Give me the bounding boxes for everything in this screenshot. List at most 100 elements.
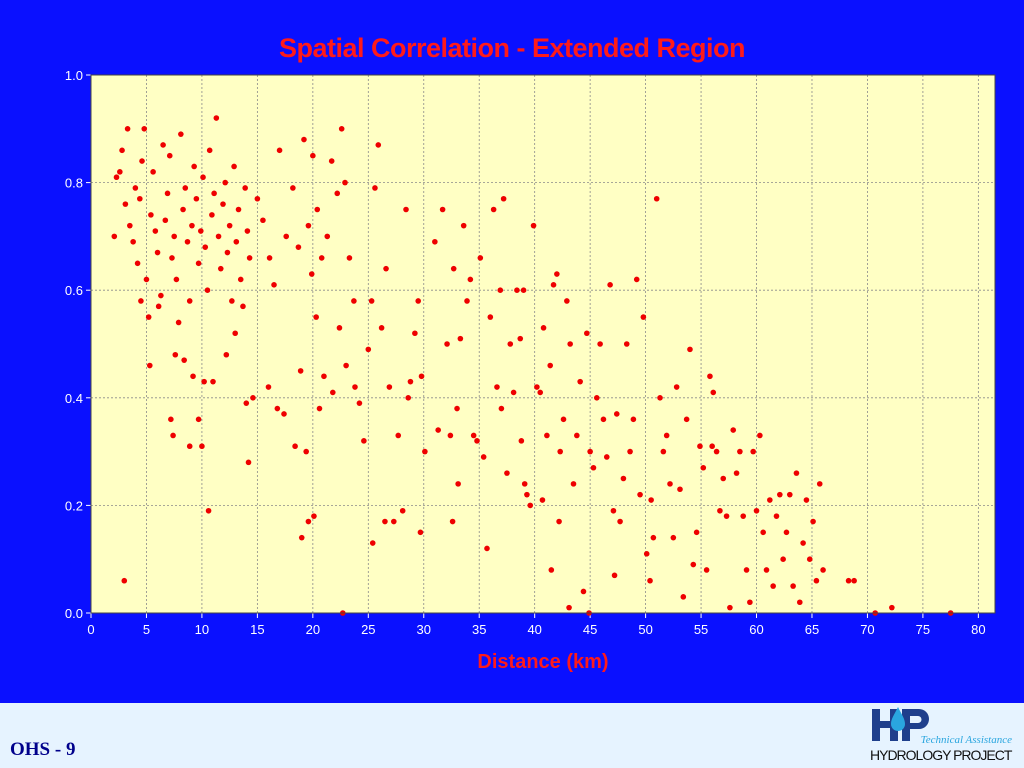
data-point <box>647 577 653 584</box>
data-point <box>477 255 484 261</box>
data-point <box>295 244 302 250</box>
data-point <box>617 518 623 525</box>
data-point <box>127 222 133 229</box>
data-point <box>206 147 213 154</box>
data-point <box>487 314 494 320</box>
data-point <box>205 507 212 514</box>
data-point <box>186 298 193 304</box>
data-point <box>690 561 697 568</box>
data-point <box>590 464 597 471</box>
data-point <box>164 190 171 197</box>
data-point <box>889 604 895 611</box>
data-point <box>361 438 367 444</box>
data-point <box>757 432 763 439</box>
data-point <box>611 572 618 579</box>
data-point <box>667 481 673 487</box>
data-point <box>170 432 176 439</box>
data-point <box>567 341 573 347</box>
data-point <box>534 384 540 390</box>
x-axis-label: Distance (km) <box>477 651 608 673</box>
x-tick-label: 15 <box>250 622 264 637</box>
data-point <box>200 174 206 181</box>
data-point <box>281 411 287 417</box>
data-point <box>820 567 826 573</box>
data-point <box>767 497 773 503</box>
data-point <box>154 249 161 256</box>
data-point <box>663 432 670 439</box>
data-point <box>111 233 118 240</box>
data-point <box>298 534 305 541</box>
data-point <box>318 255 325 261</box>
data-point <box>454 405 460 412</box>
data-point <box>368 298 375 304</box>
data-points <box>111 115 954 616</box>
x-tick-label: 50 <box>638 622 652 637</box>
data-point <box>235 206 242 213</box>
data-point <box>146 362 153 369</box>
data-point <box>173 276 180 283</box>
data-point <box>211 190 217 197</box>
data-point <box>217 265 224 272</box>
y-tick-label: 0.4 <box>65 391 83 406</box>
data-point <box>303 448 309 455</box>
data-point <box>760 529 766 536</box>
data-point <box>189 222 195 229</box>
data-point <box>540 325 547 331</box>
x-tick-label: 40 <box>527 622 541 637</box>
data-point <box>680 594 687 600</box>
data-point <box>548 567 555 573</box>
data-point <box>162 217 169 224</box>
y-tick-label: 0.6 <box>65 283 83 298</box>
data-point <box>407 378 414 385</box>
data-point <box>494 384 500 390</box>
data-point <box>504 470 510 476</box>
plot-frame <box>90 74 996 614</box>
data-point <box>620 475 627 482</box>
data-point <box>660 448 667 455</box>
data-point <box>132 185 139 191</box>
data-point <box>613 411 620 417</box>
data-point <box>175 319 182 326</box>
data-point <box>191 163 197 170</box>
data-point <box>623 341 630 347</box>
data-point <box>346 255 353 261</box>
data-point <box>283 233 290 240</box>
data-point <box>301 136 307 143</box>
x-tick-label: 30 <box>417 622 431 637</box>
data-point <box>334 190 341 197</box>
data-point <box>709 443 715 450</box>
data-point <box>266 255 273 261</box>
data-point <box>730 427 737 433</box>
data-point <box>845 577 852 584</box>
data-point <box>226 222 233 229</box>
data-point <box>148 212 154 218</box>
data-point <box>773 513 780 519</box>
data-point <box>630 416 637 423</box>
data-point <box>587 448 593 455</box>
data-point <box>195 416 202 423</box>
data-point <box>796 599 803 606</box>
data-point <box>305 222 312 229</box>
x-tick-label: 25 <box>361 622 375 637</box>
data-point <box>243 400 250 406</box>
data-point <box>276 147 283 154</box>
data-point <box>457 335 464 342</box>
data-point <box>405 395 412 401</box>
data-point <box>640 314 647 320</box>
data-point <box>653 195 660 202</box>
data-point <box>134 260 141 267</box>
data-point <box>813 577 820 584</box>
data-point <box>467 276 474 283</box>
data-point <box>158 292 164 299</box>
data-point <box>155 303 162 310</box>
data-point <box>412 330 418 337</box>
data-point <box>343 362 349 369</box>
data-point <box>330 389 336 396</box>
data-point <box>403 206 409 213</box>
data-point <box>178 131 184 137</box>
data-point <box>119 147 125 154</box>
data-point <box>365 346 372 353</box>
data-point <box>166 152 173 159</box>
data-point <box>673 384 680 390</box>
data-point <box>780 556 786 562</box>
